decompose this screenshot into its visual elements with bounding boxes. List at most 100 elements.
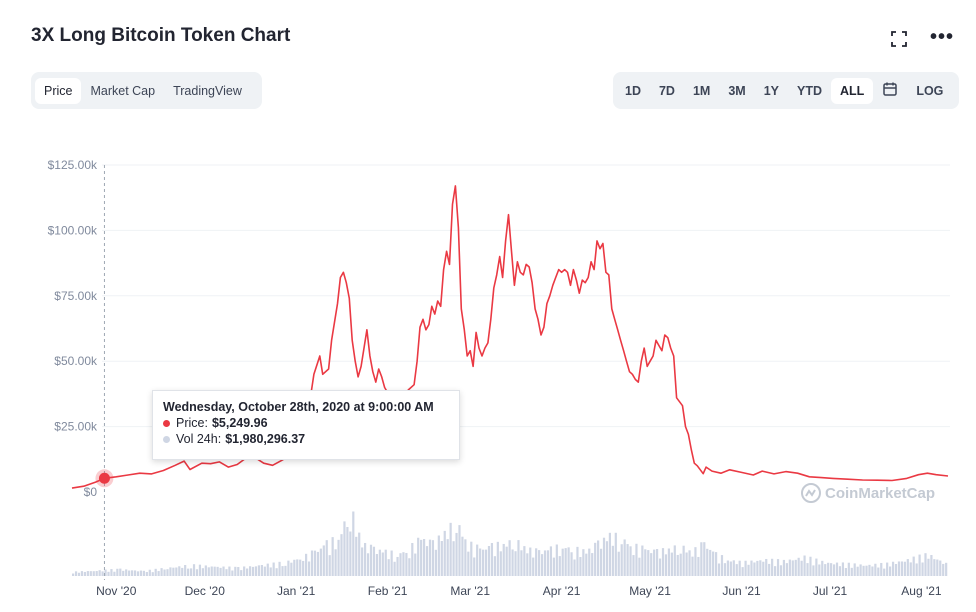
- volume-bar: [936, 559, 939, 576]
- volume-bar: [284, 565, 287, 576]
- volume-dot-icon: [163, 435, 170, 443]
- volume-bar: [461, 536, 464, 576]
- volume-bar: [414, 553, 417, 576]
- volume-bar: [77, 572, 81, 576]
- volume-bar: [151, 572, 154, 576]
- volume-bar: [204, 565, 207, 576]
- volume-bar: [658, 558, 662, 576]
- volume-bar: [738, 560, 741, 576]
- volume-bar: [175, 567, 178, 576]
- volume-bar: [729, 561, 732, 576]
- more-icon[interactable]: •••: [930, 26, 955, 48]
- volume-bar: [549, 546, 553, 576]
- volume-bar: [251, 566, 255, 576]
- volume-bar: [328, 555, 331, 576]
- volume-bar: [195, 569, 199, 576]
- volume-bar: [148, 569, 151, 576]
- volume-bar: [201, 568, 204, 576]
- x-tick-label: Jul '21: [813, 584, 848, 598]
- volume-bar: [319, 548, 322, 576]
- fullscreen-icon[interactable]: [890, 30, 908, 53]
- volume-bar: [667, 548, 670, 576]
- volume-bar: [163, 569, 166, 576]
- volume-bar: [597, 540, 600, 576]
- volume-bar: [927, 558, 930, 576]
- range-ytd[interactable]: YTD: [797, 83, 823, 98]
- x-tick-label: Dec '20: [185, 584, 226, 598]
- volume-bar: [331, 537, 334, 576]
- volume-bar: [791, 560, 794, 576]
- tab-tradingview[interactable]: TradingView: [173, 83, 242, 98]
- volume-bar: [266, 563, 269, 576]
- volume-bar: [903, 561, 906, 576]
- x-tick-label: Nov '20: [96, 584, 137, 598]
- volume-bar: [588, 548, 591, 576]
- volume-bar: [458, 525, 461, 576]
- range-3m[interactable]: 3M: [728, 83, 746, 98]
- volume-bar: [207, 567, 210, 576]
- volume-bar: [933, 559, 936, 576]
- log-toggle[interactable]: LOG: [916, 83, 944, 98]
- x-tick-label: Mar '21: [450, 584, 490, 598]
- volume-bar: [222, 566, 225, 576]
- volume-bar: [676, 554, 679, 576]
- volume-bar: [243, 566, 246, 576]
- volume-bar: [272, 562, 275, 576]
- y-tick-label: $50.00k: [54, 354, 98, 368]
- volume-bar: [850, 567, 853, 576]
- volume-bar: [130, 570, 134, 576]
- volume-bar: [225, 569, 228, 576]
- volume-bar: [467, 551, 470, 576]
- volume-bar: [178, 566, 181, 576]
- volume-bar: [166, 569, 169, 576]
- volume-bar: [154, 568, 157, 576]
- volume-bar: [396, 556, 399, 576]
- highlight-point: [98, 472, 110, 484]
- range-1d[interactable]: 1D: [625, 83, 641, 98]
- volume-bar: [213, 566, 216, 576]
- x-tick-label: May '21: [629, 584, 671, 598]
- volume-bar: [779, 565, 783, 576]
- range-all[interactable]: ALL: [831, 77, 874, 104]
- volume-bar: [939, 560, 942, 576]
- price-dot-icon: [163, 419, 170, 427]
- volume-bar: [650, 553, 653, 576]
- volume-bar: [390, 550, 393, 576]
- volume-bar: [691, 556, 694, 576]
- volume-bar: [181, 567, 184, 576]
- volume-bar: [349, 531, 352, 576]
- volume-bar: [411, 543, 414, 576]
- volume-bar: [122, 570, 125, 576]
- volume-bar: [192, 564, 196, 576]
- volume-bar: [484, 549, 488, 576]
- volume-bar: [915, 563, 918, 576]
- volume-bar: [912, 556, 915, 576]
- volume-bar: [455, 532, 458, 576]
- volume-bar: [375, 554, 378, 576]
- volume-bar: [246, 568, 249, 576]
- volume-bar: [797, 557, 800, 576]
- x-tick-label: Feb '21: [368, 584, 408, 598]
- tab-price[interactable]: Price: [35, 77, 82, 104]
- volume-bar: [281, 566, 284, 576]
- calendar-icon[interactable]: [873, 75, 907, 106]
- volume-bar: [629, 546, 632, 576]
- volume-bar: [399, 553, 402, 576]
- volume-bar: [493, 556, 496, 576]
- volume-bar: [847, 562, 850, 576]
- tab-market-cap[interactable]: Market Cap: [90, 83, 156, 98]
- volume-bar: [231, 570, 234, 576]
- volume-bar: [334, 549, 337, 576]
- range-7d[interactable]: 7D: [658, 83, 675, 98]
- volume-bar: [700, 542, 703, 576]
- volume-bar: [891, 561, 895, 576]
- volume-bar: [874, 563, 877, 576]
- range-1y[interactable]: 1Y: [763, 83, 780, 98]
- volume-bar: [139, 570, 143, 576]
- volume-bar: [361, 547, 364, 576]
- volume-bar: [420, 539, 423, 576]
- volume-bar: [520, 550, 523, 576]
- volume-bar: [305, 553, 308, 576]
- range-1m[interactable]: 1M: [692, 83, 711, 98]
